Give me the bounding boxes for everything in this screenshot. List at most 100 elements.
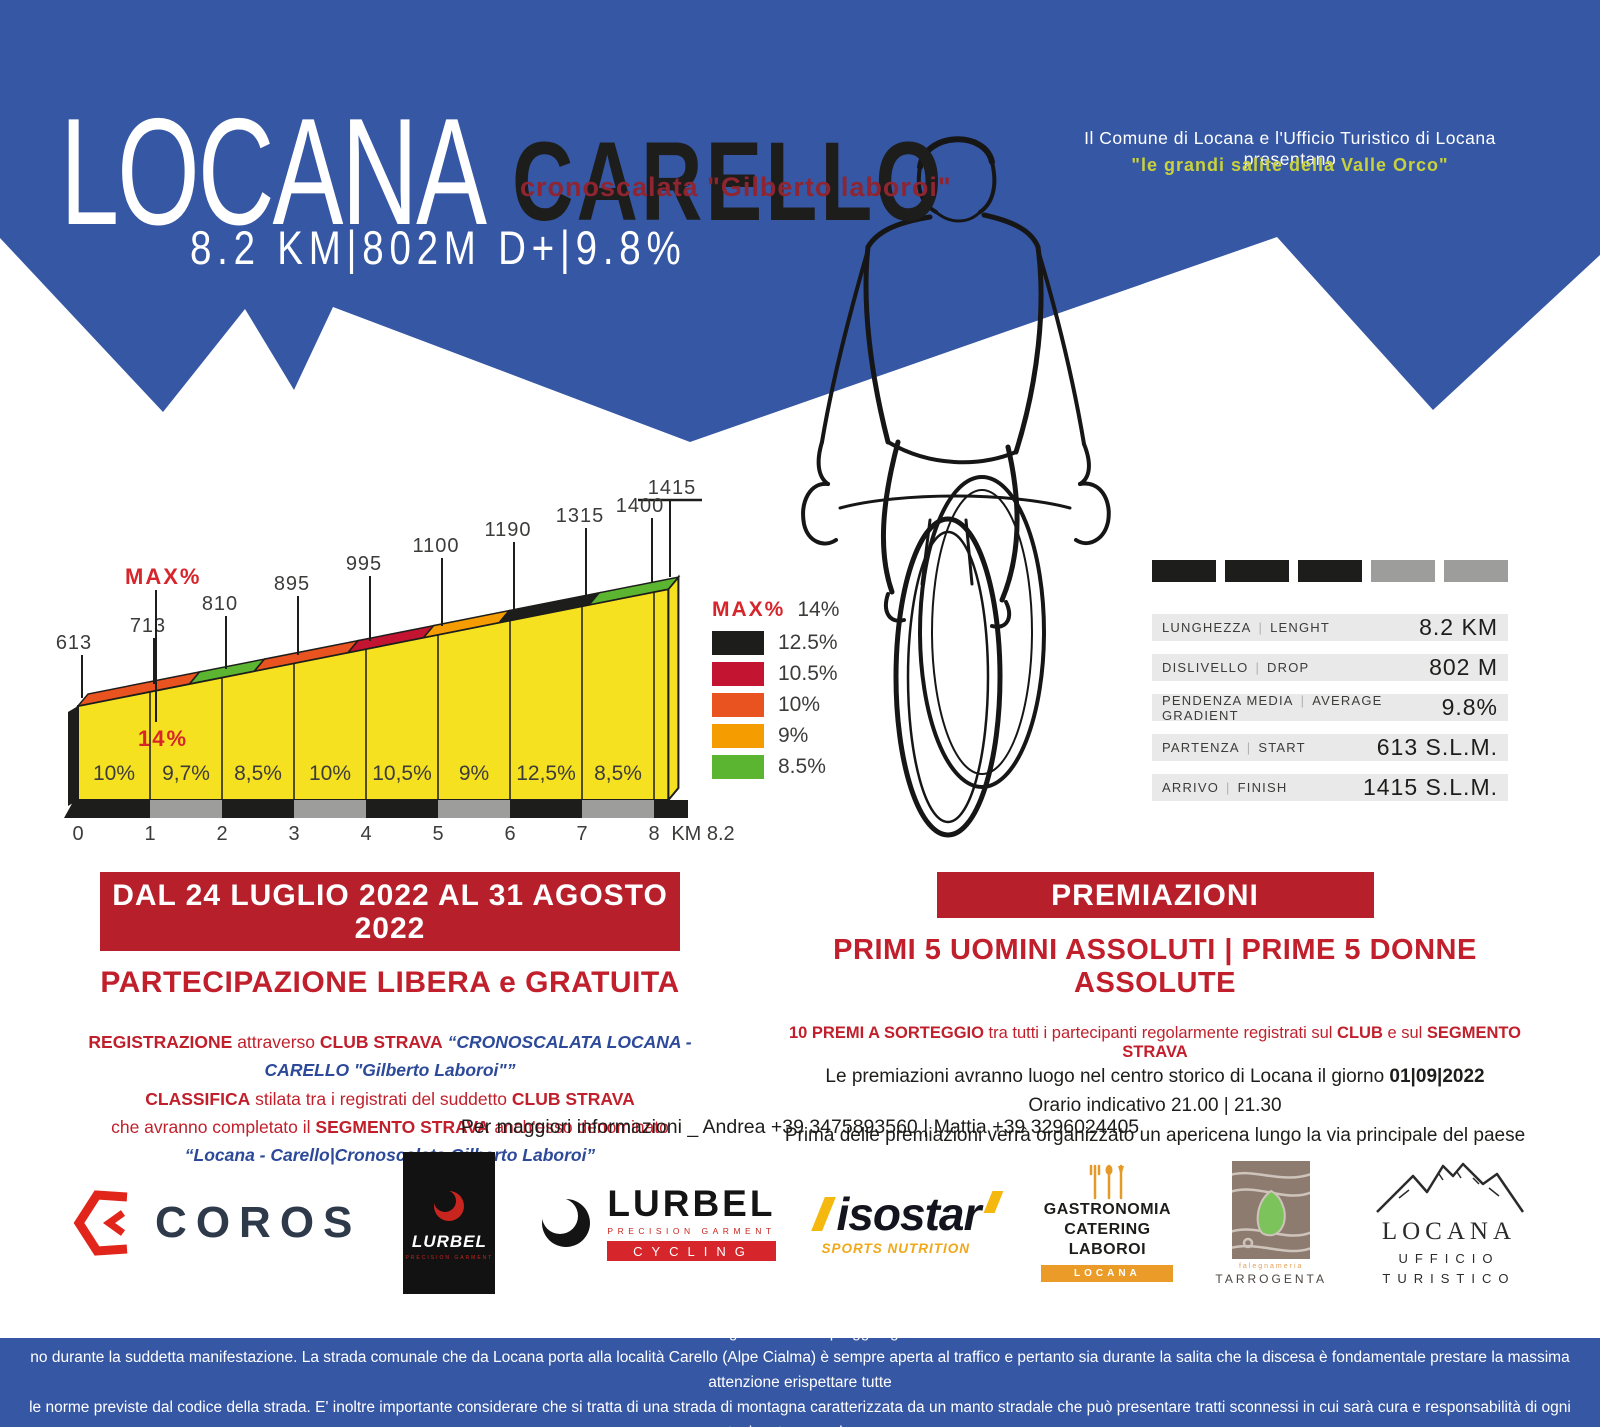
stat-row-drop: DISLIVELLO | DROP 802 M [1152,654,1508,681]
svg-text:3: 3 [288,823,299,845]
woodgrain-pattern [1232,1171,1311,1252]
gastronomia-line: CATERING [1064,1221,1151,1238]
svg-text:0: 0 [72,823,83,845]
text: Le premiazioni avranno luogo nel centro … [825,1066,1390,1087]
max-gradient-value: 14% [138,726,188,751]
road-bar-light [582,800,654,818]
bar [1225,560,1289,582]
awards-headline: PRIMI 5 UOMINI ASSOLUTI | PRIME 5 DONNE … [833,934,1477,999]
legend-swatch [712,631,764,655]
sponsor-tarrogenta: falegnameria TARROGENTA [1215,1160,1327,1286]
text-bold: CLUB STRAVA [511,1088,635,1109]
stat-label-en: LENGHT [1270,620,1331,635]
awards-line: Orario indicativo 21.00 | 21.30 [1028,1095,1282,1117]
coros-hexagon-icon [73,1190,128,1256]
svg-text:2: 2 [216,823,227,845]
profile-end-face [667,574,680,803]
svg-text:810: 810 [202,593,238,615]
sponsor-isostar: isostar SPORTS NUTRITION [810,1187,1004,1256]
legend-label: 10% [778,693,821,716]
svg-text:713: 713 [130,615,166,637]
stats-decorative-bars [1152,560,1508,582]
legend-label: 10.5% [778,662,838,685]
text: stilata tra i registrati del suddetto [250,1088,512,1109]
lurbel-cycling-swoosh-icon [542,1198,591,1247]
svg-text:895: 895 [274,573,310,595]
lurbel-swoosh-icon [434,1189,465,1221]
climb-stats-panel: LUNGHEZZA | LENGHT 8.2 KM DISLIVELLO | DROP … [1152,560,1508,814]
stat-value: 802 M [1429,654,1498,680]
stat-value: 8.2 KM [1419,614,1498,640]
svg-text:12,5%: 12,5% [516,762,576,785]
text-bold: CLUB STRAVA [319,1032,443,1052]
legend-row: 8.5% [712,755,842,779]
awards-line: Le premiazioni avranno luogo nel centro … [765,1062,1545,1091]
km-dividers [149,592,655,800]
svg-text:10%: 10% [93,762,135,785]
svg-text:9,7%: 9,7% [162,762,210,785]
isostar-wordmark: isostar [836,1187,982,1240]
locana-wordmark: LOCANA [1381,1218,1517,1245]
stat-separator: | [1300,692,1306,708]
text: e sul [1382,1024,1427,1042]
cutlery-icon [1090,1164,1125,1200]
legend-swatch [712,662,764,686]
text: attraverso [232,1032,320,1052]
svg-text:4: 4 [360,823,371,845]
stat-label-en: DROP [1267,660,1310,675]
stat-value: 9.8% [1441,694,1498,720]
ufficio-line: UFFICIO [1398,1251,1500,1266]
gastronomia-line: GASTRONOMIA [1043,1201,1172,1218]
elevation-labels: 613 713 810 895 995 1100 1190 1315 1400 … [56,478,695,654]
svg-text:8: 8 [648,823,659,845]
stat-label-it: PARTENZA [1162,740,1240,755]
svg-text:1190: 1190 [484,519,531,541]
svg-text:613: 613 [56,632,92,654]
title-carello: CARELLO [512,119,945,244]
stat-separator: | [1258,620,1264,635]
bar [1444,560,1508,582]
tarrogenta-wordmark: TARROGENTA [1215,1271,1327,1286]
awards-section: PREMIAZIONI PRIMI 5 UOMINI ASSOLUTI | PR… [765,872,1545,1150]
disclaimer-text: La partecipazione alla “Cronoscalata Gil… [20,1295,1580,1427]
awards-details: Le premiazioni avranno luogo nel centro … [765,1062,1545,1150]
bar [1298,560,1362,582]
isostar-tagline: SPORTS NUTRITION [821,1240,971,1256]
stat-row-finish: ARRIVO | FINISH 1415 S.L.M. [1152,774,1508,801]
text-bold: 10 PREMI A SORTEGGIO [788,1024,984,1042]
legend-max-label: MAX% [712,598,786,621]
lurbel-wordmark: LURBEL [411,1231,487,1251]
participation-headline: PARTECIPAZIONE LIBERA e GRATUITA [100,966,680,999]
segment-gradient-labels: 10% 9,7% 8,5% 10% 10,5% 9% 12,5% 8,5% [93,762,642,785]
registration-line: che avranno completato il SEGMENTO STRAV… [45,1113,735,1141]
sponsor-gastronomia: GASTRONOMIA CATERING LABOROI LOCANA [1041,1164,1174,1282]
awards-banner: PREMIAZIONI [936,872,1374,918]
isostar-slash-icon [983,1190,1004,1213]
legend-label: 12.5% [778,631,838,654]
tarrogenta-woodgrain-logo [1232,1160,1311,1259]
disclaimer-line: no durante la suddetta manifestazione. L… [30,1348,1570,1391]
legend-swatch [712,693,764,717]
svg-text:10%: 10% [309,762,351,785]
presenter-line: Il Comune di Locana e l'Ufficio Turistic… [1084,128,1496,169]
awards-draw-line: 10 PREMI A SORTEGGIO tra tutti i parteci… [765,1024,1545,1062]
legend-swatch [712,755,764,779]
text-bold: REGISTRAZIONE [88,1032,233,1052]
registration-line: CLASSIFICA stilata tra i registrati del … [45,1085,735,1113]
svg-text:10,5%: 10,5% [372,762,432,785]
registration-text: REGISTRAZIONE attraverso CLUB STRAVA “CR… [45,1028,735,1170]
stat-row-length: LUNGHEZZA | LENGHT 8.2 KM [1152,614,1508,641]
text-bold: SEGMENTO STRAVA [315,1117,490,1138]
svg-text:9%: 9% [459,762,489,785]
legend-row: 9% [712,724,842,748]
sponsor-lurbel: LURBEL PRECISION GARMENT [403,1152,496,1294]
max-gradient-label: MAX% [125,564,201,589]
title-locana: LOCANA [60,87,487,257]
lurbel-tagline: PRECISION GARMENT [405,1254,494,1261]
lurbel-cycling-wordmark: LURBEL [607,1183,776,1224]
coros-wordmark: COROS [155,1198,362,1247]
band-segment [587,575,681,606]
svg-text:1400: 1400 [616,495,665,517]
legend-row: 12.5% [712,631,842,655]
